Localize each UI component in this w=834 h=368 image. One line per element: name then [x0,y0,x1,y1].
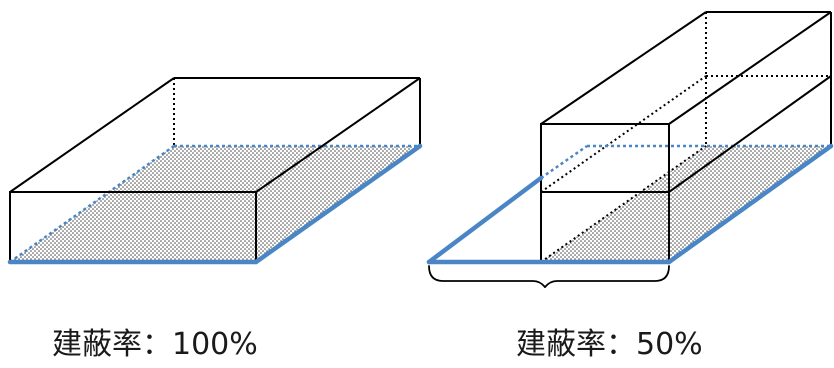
right-hidden-site-edges [540,144,831,180]
left-site-boundary [7,143,423,265]
right-dimension-braces [428,265,670,288]
right-site-area [541,146,831,262]
brace-right-half [544,265,670,288]
caption-coverage-100: 建蔽率：100% [52,327,258,362]
left-hidden-site-edges [9,144,420,264]
left-building-diagram [7,77,423,265]
right-site-boundary [426,143,834,265]
right-building-diagram [426,11,834,288]
right-hidden-edges [540,12,831,263]
caption-coverage-50: 建蔽率：50% [516,327,703,362]
brace-left-half [428,265,546,288]
left-site-area [10,146,420,262]
